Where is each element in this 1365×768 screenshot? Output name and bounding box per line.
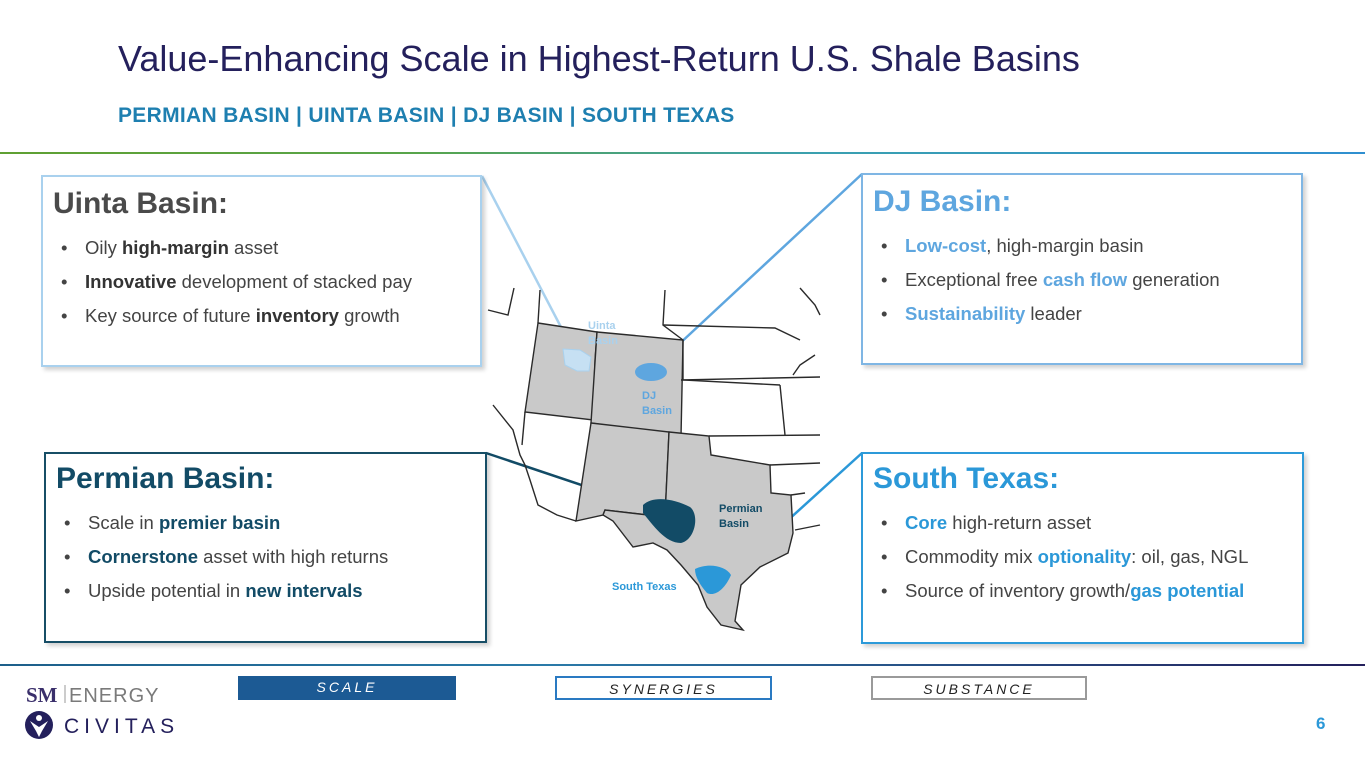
uinta-bullet: Innovative development of stacked pay (53, 265, 480, 299)
permian-basin-bullets: Scale in premier basin Cornerstone asset… (56, 506, 485, 608)
company-logos: SM ENERGY CIVITAS (25, 683, 179, 739)
permian-map-label: Permian Basin (719, 503, 763, 530)
permian-basin-title: Permian Basin: (56, 462, 275, 495)
top-divider (0, 152, 1365, 154)
dj-basin-bullets: Low-cost, high-margin basin Exceptional … (873, 229, 1301, 331)
uinta-bullet: Key source of future inventory growth (53, 299, 480, 333)
synergies-tag: SYNERGIES (555, 676, 772, 700)
uinta-basin-title: Uinta Basin: (53, 187, 229, 220)
permian-bullet: Upside potential in new intervals (56, 574, 485, 608)
permian-bullet: Cornerstone asset with high returns (56, 540, 485, 574)
permian-basin-shape (643, 499, 696, 543)
permian-bullet: Scale in premier basin (56, 506, 485, 540)
dj-map-label: DJ Basin (642, 390, 672, 417)
dj-basin-box: DJ Basin: Low-cost, high-margin basin Ex… (861, 173, 1303, 365)
uinta-basin-shape (562, 348, 592, 372)
dj-bullet: Low-cost, high-margin basin (873, 229, 1301, 263)
texas-state (602, 431, 794, 632)
civitas-logo-icon (25, 711, 53, 739)
dj-basin-title: DJ Basin: (873, 185, 1012, 218)
scale-tag: SCALE (238, 676, 456, 700)
south-texas-box: South Texas: Core high-return asset Comm… (861, 452, 1304, 644)
uinta-basin-bullets: Oily high-margin asset Innovative develo… (53, 231, 480, 333)
dj-bullet: Exceptional free cash flow generation (873, 263, 1301, 297)
substance-tag: SUBSTANCE (871, 676, 1087, 700)
south-texas-basin-shape (695, 565, 731, 595)
south-texas-bullet: Commodity mix optionality: oil, gas, NGL (873, 540, 1302, 574)
south-texas-map-label: South Texas (612, 581, 677, 593)
dj-bullet: Sustainability leader (873, 297, 1301, 331)
page-number: 6 (1316, 714, 1326, 733)
page-subtitle: PERMIAN BASIN | UINTA BASIN | DJ BASIN |… (118, 104, 735, 127)
south-texas-bullet: Core high-return asset (873, 506, 1302, 540)
dj-basin-shape (635, 363, 667, 381)
energy-logo-text: ENERGY (69, 685, 159, 707)
uinta-bullet: Oily high-margin asset (53, 231, 480, 265)
colorado-state (590, 331, 684, 438)
south-texas-bullets: Core high-return asset Commodity mix opt… (873, 506, 1302, 608)
civitas-logo-text: CIVITAS (64, 715, 179, 738)
sm-logo-text: SM (26, 683, 58, 707)
bottom-divider (0, 664, 1365, 666)
basin-map: Uinta Basin DJ Basin Permian Basin South Te… (487, 287, 821, 632)
south-texas-bullet: Source of inventory growth/gas potential (873, 574, 1302, 608)
permian-basin-box: Permian Basin: Scale in premier basin Co… (44, 452, 487, 643)
uinta-map-label: Uinta Basin (588, 320, 618, 347)
south-texas-title: South Texas: (873, 462, 1060, 495)
uinta-basin-box: Uinta Basin: Oily high-margin asset Inno… (41, 175, 482, 367)
page-title: Value-Enhancing Scale in Highest-Return … (118, 38, 1080, 79)
